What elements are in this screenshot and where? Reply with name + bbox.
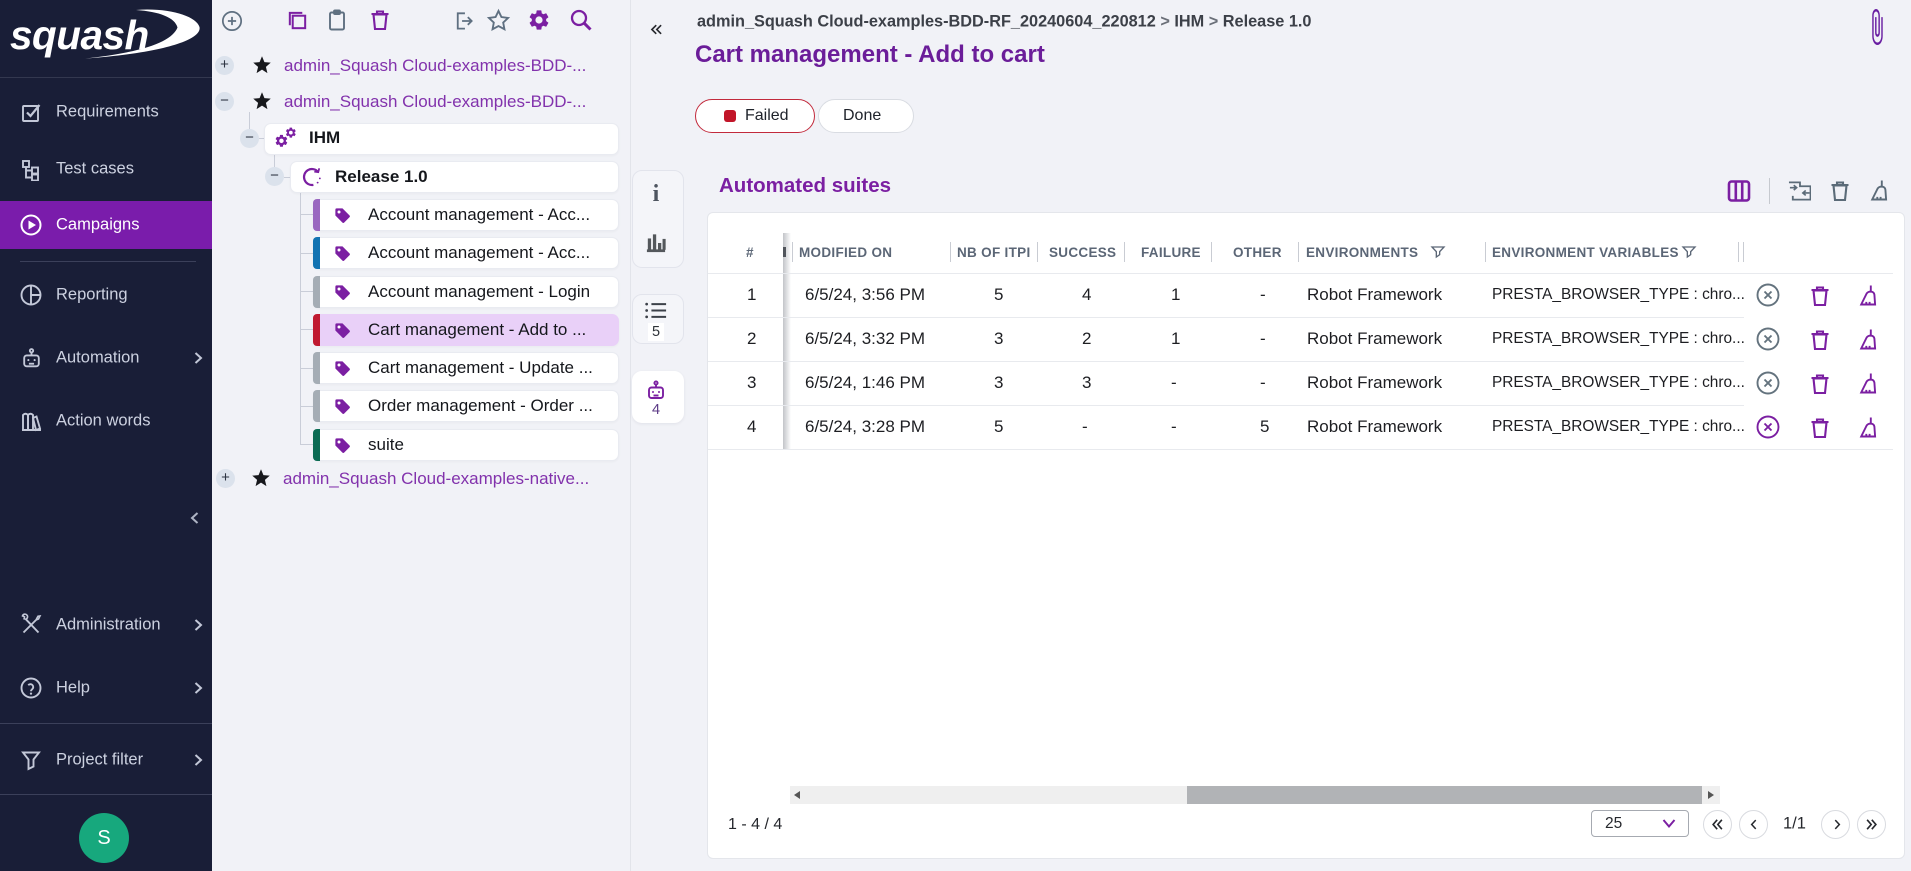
svg-text:squash: squash bbox=[10, 12, 149, 58]
